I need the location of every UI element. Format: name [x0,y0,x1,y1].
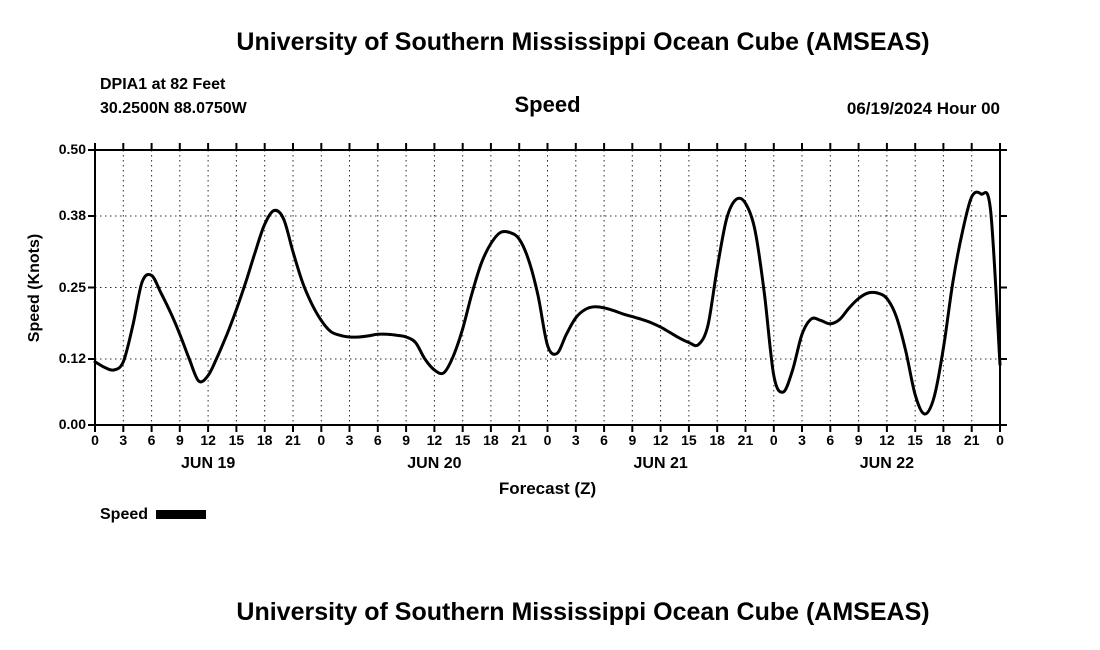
x-tick-label: 9 [175,432,184,448]
legend-label: Speed [100,506,149,523]
x-tick-label: 0 [996,432,1004,448]
x-axis-title: Forecast (Z) [498,479,597,498]
x-tick-label: 21 [963,432,980,448]
y-tick-label: 0.25 [58,278,86,295]
y-tick-label: 0.38 [58,207,86,223]
y-tick-label: 0.12 [58,350,86,366]
footer-title: University of Southern Mississippi Ocean… [236,598,930,626]
x-tick-label: 6 [147,432,156,448]
x-tick-label: 21 [285,432,301,448]
x-tick-label: 15 [681,432,697,448]
x-tick-label: 3 [345,432,354,448]
x-tick-label: 0 [543,432,552,448]
x-tick-label: 21 [737,432,754,448]
station-coordinates: 30.2500N 88.0750W [100,100,247,117]
x-tick-label: 21 [511,432,527,448]
x-tick-label: 6 [373,432,382,448]
y-tick-label: 0.00 [58,416,86,432]
x-tick-label: 18 [483,432,499,448]
x-tick-label: 12 [426,432,443,448]
x-tick-label: 18 [709,432,725,448]
speed-line-chart [88,143,1007,432]
y-tick-label: 0.50 [58,141,86,157]
x-tick-label: 0 [317,432,326,448]
legend: Speed [100,506,207,524]
x-tick-label: 0 [769,432,778,448]
x-tick-label: 9 [854,432,863,448]
page-title: University of Southern Mississippi Ocean… [236,28,930,56]
day-label: JUN 19 [181,455,236,472]
x-tick-label: 15 [228,432,245,448]
x-tick-label: 12 [200,432,216,448]
x-tick-label: 12 [879,432,895,448]
station-name: DPIA1 at 82 Feet [100,76,226,93]
chart-title: Speed [514,92,581,117]
x-tick-label: 6 [826,432,835,448]
x-tick-label: 15 [907,432,923,448]
x-tick-label: 3 [119,432,128,448]
x-tick-label: 12 [652,432,669,448]
x-tick-label: 9 [628,432,637,448]
day-label: JUN 21 [633,455,688,472]
x-tick-label: 18 [935,432,952,448]
day-label: JUN 20 [407,455,462,472]
x-tick-label: 15 [454,432,471,448]
run-date: 06/19/2024 Hour 00 [846,99,1000,118]
x-tick-label: 3 [798,432,806,448]
x-tick-label: 6 [600,432,608,448]
x-tick-label: 3 [571,432,580,448]
speed-series-line [93,190,1002,416]
x-tick-label: 0 [91,432,99,448]
day-label: JUN 22 [859,455,914,472]
x-tick-label: 18 [256,432,273,448]
legend-line-swatch [156,510,207,520]
x-tick-label: 9 [402,432,410,448]
